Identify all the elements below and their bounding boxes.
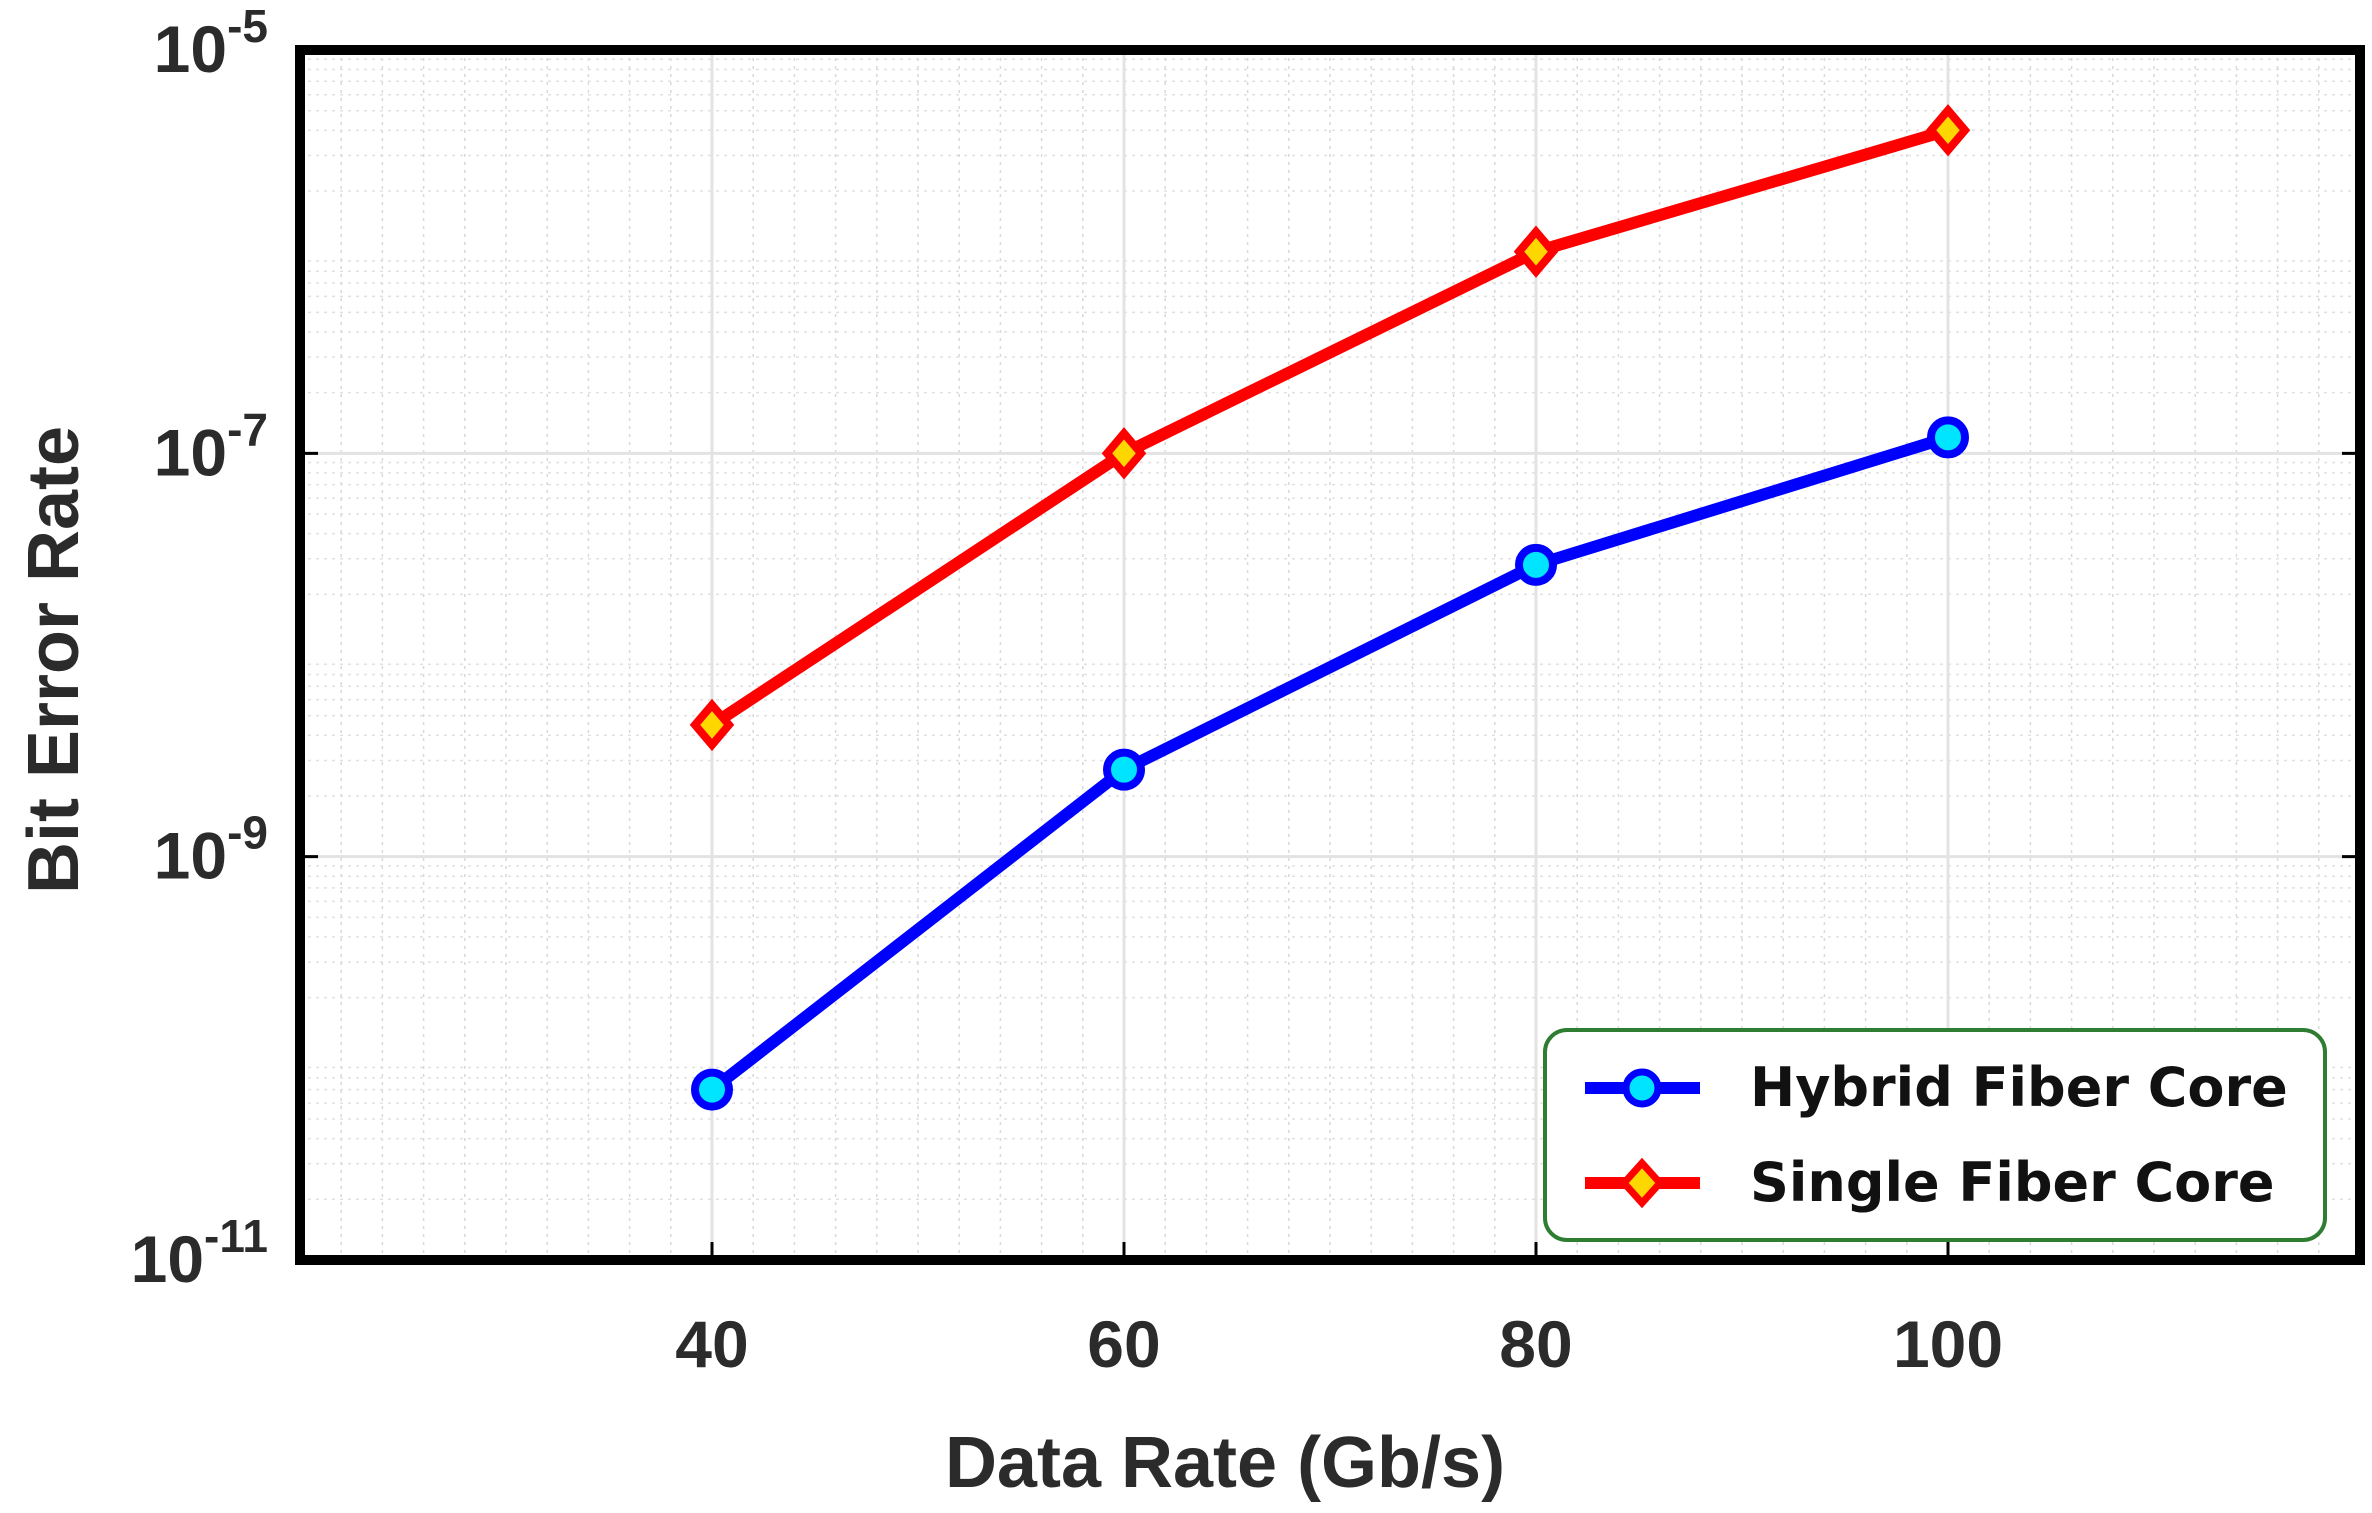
y-tick-label: 10-5: [154, 0, 268, 86]
data-point-0: [1515, 543, 1557, 586]
data-point-0: [1103, 748, 1145, 791]
series-line-0: [706, 431, 1954, 1096]
legend-label-single: Single Fiber Core: [1750, 1151, 2275, 1214]
x-tick-labels: 40 60 80 100: [675, 1307, 2003, 1381]
y-tick-label: 10-7: [154, 403, 268, 489]
legend: Hybrid Fiber Core Single Fiber Core: [1543, 1028, 2327, 1242]
y-axis-title: Bit Error Rate: [14, 426, 94, 894]
x-tick-label: 100: [1893, 1307, 2003, 1381]
x-tick-label: 60: [1087, 1307, 1160, 1381]
data-point-1: [1513, 225, 1559, 278]
legend-label-hybrid: Hybrid Fiber Core: [1750, 1056, 2288, 1119]
data-point-0: [691, 1068, 733, 1111]
series-line-1: [706, 124, 1954, 731]
series-layer: [689, 104, 1971, 1111]
legend-box: [1543, 1028, 2327, 1242]
y-tick-label: 10-11: [131, 1210, 268, 1296]
data-point-1: [1101, 427, 1147, 480]
x-tick-label: 80: [1499, 1307, 1572, 1381]
x-tick-label: 40: [675, 1307, 748, 1381]
data-point-1: [689, 698, 735, 752]
y-tick-labels: 10-5 10-7 10-9 10-11: [131, 0, 268, 1296]
plot-frame: [295, 45, 2365, 1265]
x-axis-title: Data Rate (Gb/s): [945, 1423, 1505, 1503]
legend-marker-hybrid: [1622, 1068, 1662, 1108]
legend-marker-single: [1619, 1157, 1665, 1209]
data-point-1: [1925, 104, 1971, 157]
y-tick-label: 10-9: [154, 807, 268, 893]
data-point-0: [1927, 416, 1969, 459]
